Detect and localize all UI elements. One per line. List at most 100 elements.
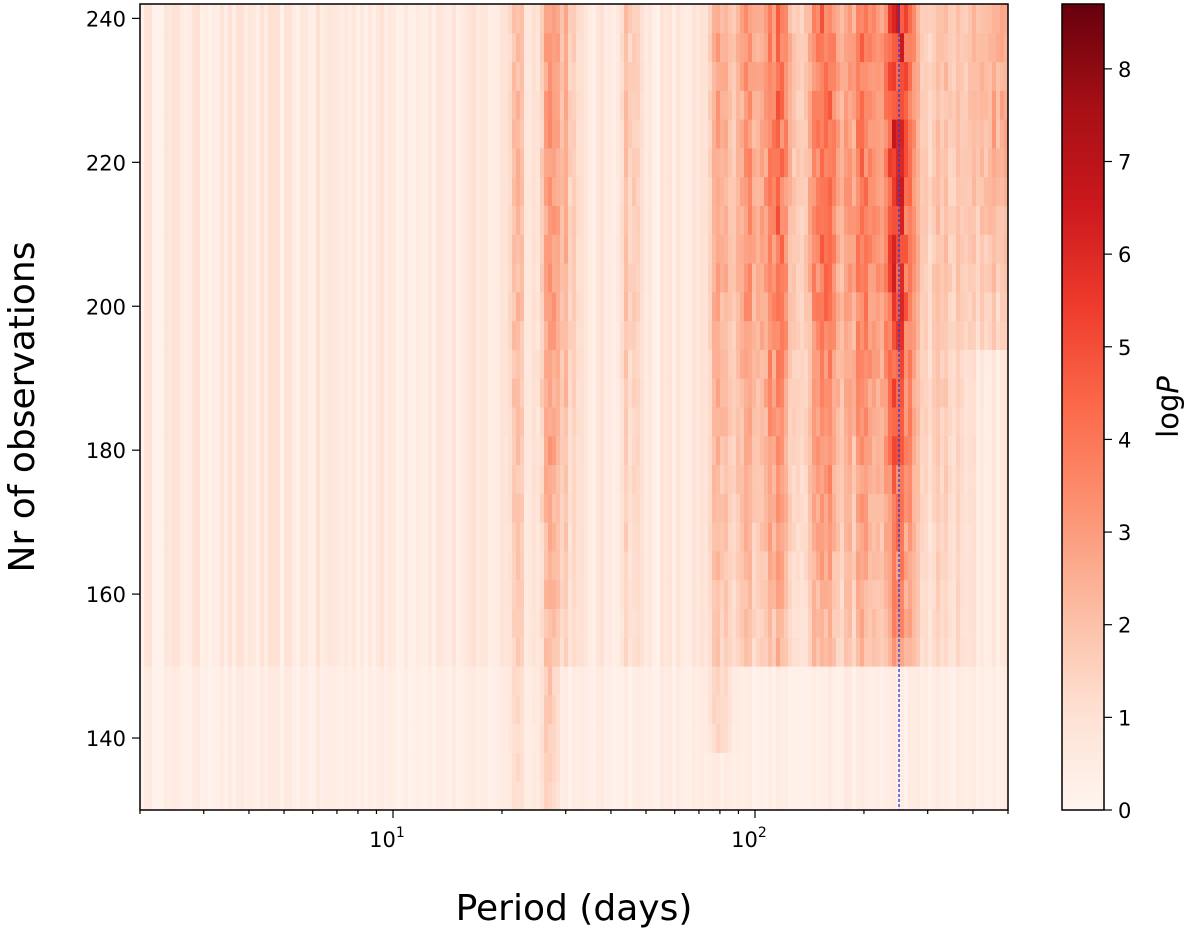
heatmap-cell xyxy=(468,176,473,206)
heatmap-cell xyxy=(284,176,289,206)
heatmap-cell xyxy=(612,407,617,437)
heatmap-cell xyxy=(468,378,473,408)
heatmap-cell xyxy=(696,752,701,782)
heatmap-cell xyxy=(844,522,849,552)
heatmap-cell xyxy=(728,349,733,379)
heatmap-cell xyxy=(508,147,513,178)
heatmap-cell xyxy=(460,320,465,350)
heatmap-cell xyxy=(784,493,789,523)
heatmap-cell xyxy=(808,781,813,811)
heatmap-cell xyxy=(688,464,693,494)
heatmap-cell xyxy=(676,579,681,609)
heatmap-cell xyxy=(212,90,217,120)
heatmap-cell xyxy=(216,320,221,350)
heatmap-cell xyxy=(276,32,281,63)
heatmap-cell xyxy=(320,493,325,523)
heatmap-cell xyxy=(344,320,349,350)
heatmap-cell xyxy=(500,4,505,34)
heatmap-cell xyxy=(820,579,825,609)
heatmap-cell xyxy=(628,147,633,178)
heatmap-cell xyxy=(556,291,561,322)
heatmap-cell xyxy=(328,435,333,466)
heatmap-cell xyxy=(180,723,185,753)
heatmap-cell xyxy=(440,522,445,552)
heatmap-cell xyxy=(280,752,285,782)
heatmap-cell xyxy=(436,493,441,523)
heatmap-cell xyxy=(356,752,361,782)
heatmap-cell xyxy=(460,579,465,609)
heatmap-cell xyxy=(804,147,809,178)
heatmap-cell xyxy=(696,608,701,638)
heatmap-cell xyxy=(740,119,745,149)
heatmap-cell xyxy=(296,291,301,322)
heatmap-cell xyxy=(740,522,745,552)
heatmap-cell xyxy=(204,205,209,235)
heatmap-cell xyxy=(432,32,437,63)
heatmap-cell xyxy=(724,176,729,206)
heatmap-cell xyxy=(268,205,273,235)
heatmap-cell xyxy=(756,378,761,408)
heatmap-cell xyxy=(840,550,845,581)
heatmap-cell xyxy=(328,378,333,408)
heatmap-cell xyxy=(776,61,781,91)
heatmap-cell xyxy=(328,176,333,206)
heatmap-cell xyxy=(420,435,425,466)
heatmap-cell xyxy=(520,493,525,523)
heatmap-cell xyxy=(172,407,177,437)
heatmap-cell xyxy=(508,291,513,322)
heatmap-cell xyxy=(472,579,477,609)
heatmap-cell xyxy=(376,723,381,753)
heatmap-cell xyxy=(240,32,245,63)
heatmap-cell xyxy=(216,694,221,725)
heatmap-cell xyxy=(224,147,229,178)
heatmap-cell xyxy=(632,694,637,725)
heatmap-cell xyxy=(500,522,505,552)
heatmap-cell xyxy=(248,579,253,609)
heatmap-cell xyxy=(500,176,505,206)
heatmap-cell xyxy=(800,234,805,264)
heatmap-cell xyxy=(584,291,589,322)
heatmap-cell xyxy=(696,378,701,408)
heatmap-cell xyxy=(272,781,277,811)
heatmap-cell xyxy=(260,666,265,696)
heatmap-cell xyxy=(504,32,509,63)
heatmap-cell xyxy=(376,119,381,149)
heatmap-cell xyxy=(464,147,469,178)
heatmap-cell xyxy=(572,464,577,494)
heatmap-cell xyxy=(188,493,193,523)
heatmap-cell xyxy=(804,666,809,696)
heatmap-cell xyxy=(764,205,769,235)
heatmap-cell xyxy=(644,579,649,609)
heatmap-cell xyxy=(476,349,481,379)
heatmap-cell xyxy=(200,694,205,725)
heatmap-cell xyxy=(248,4,253,34)
heatmap-cell xyxy=(824,349,829,379)
heatmap-cell xyxy=(196,349,201,379)
heatmap-cell xyxy=(296,781,301,811)
heatmap-cell xyxy=(252,61,257,91)
heatmap-cell xyxy=(552,435,557,466)
heatmap-cell xyxy=(568,781,573,811)
heatmap-cell xyxy=(540,176,545,206)
heatmap-cell xyxy=(692,666,697,696)
heatmap-cell xyxy=(296,349,301,379)
heatmap-cell xyxy=(484,4,489,34)
heatmap-cell xyxy=(400,378,405,408)
heatmap-cell xyxy=(176,608,181,638)
heatmap-cell xyxy=(204,752,209,782)
heatmap-cell xyxy=(816,522,821,552)
heatmap-cell xyxy=(584,349,589,379)
heatmap-cell xyxy=(836,378,841,408)
heatmap-cell xyxy=(404,694,409,725)
heatmap-cell xyxy=(716,522,721,552)
heatmap-cell xyxy=(584,147,589,178)
heatmap-cell xyxy=(160,752,165,782)
heatmap-cell xyxy=(528,176,533,206)
heatmap-cell xyxy=(164,752,169,782)
heatmap-cell xyxy=(728,435,733,466)
heatmap-cell xyxy=(820,205,825,235)
heatmap-cell xyxy=(300,666,305,696)
heatmap-cell xyxy=(796,608,801,638)
heatmap-cell xyxy=(308,608,313,638)
heatmap-cell xyxy=(432,349,437,379)
